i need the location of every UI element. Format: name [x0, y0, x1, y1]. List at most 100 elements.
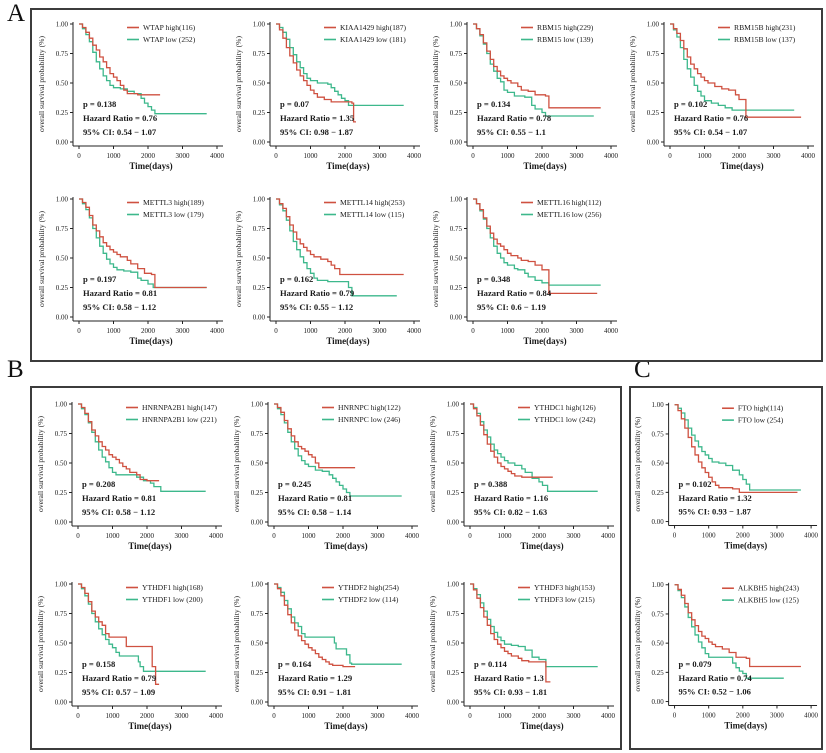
y-axis-label: overall survival probability (%) [37, 210, 46, 306]
stats-line: 95% CI: 0.54 − 1.07 [674, 127, 748, 137]
y-tick-label: 0.75 [647, 50, 660, 58]
panel-c-box: 1.00 0.75 0.50 0.25 0.00 0 1000 2000 3000 4000 Tim… [629, 386, 823, 750]
y-tick-label: 0.50 [55, 254, 68, 262]
y-tick-label: 1.00 [55, 581, 68, 589]
y-axis-label: overall survival probability (%) [633, 596, 642, 691]
x-tick-label: 2000 [535, 152, 550, 160]
legend-entry: YTHDC1 low (242) [534, 415, 596, 424]
x-tick-label: 3000 [372, 327, 387, 335]
survival-curve-high [274, 583, 356, 668]
y-tick-label: 0.75 [450, 50, 463, 58]
x-tick-label: 4000 [407, 327, 422, 335]
x-tick-label: 2000 [338, 327, 353, 335]
km-plot-cell-mettl16: 1.00 0.75 0.50 0.25 0.00 0 1000 2000 3000 4000 Tim… [427, 185, 624, 360]
x-tick-label: 1000 [498, 532, 513, 540]
survival-curve-low [274, 403, 402, 497]
y-tick-label: 0.50 [447, 640, 460, 648]
x-tick-label: 1000 [702, 532, 716, 539]
y-tick-label: 0.00 [253, 138, 266, 146]
legend-entry: YTHDF2 low (114) [338, 595, 399, 604]
legend-entry: ALKBH5 high(243) [738, 584, 800, 593]
y-axis-label: overall survival probability (%) [36, 596, 45, 692]
legend-entry: RBM15B low (137) [734, 35, 796, 44]
y-tick-label: 0.25 [652, 670, 665, 677]
panel-label-c: C [634, 356, 651, 383]
y-tick-label: 0.75 [55, 430, 68, 438]
stats-line: Hazard Ratio = 1.29 [278, 673, 352, 683]
y-tick-label: 0.50 [251, 640, 264, 648]
y-axis-label: overall survival probability (%) [431, 210, 440, 306]
legend-entry: RBM15 high(229) [537, 23, 594, 32]
legend-entry: HNRNPC high(122) [338, 403, 401, 412]
x-axis-label: Time(days) [724, 720, 767, 730]
legend-entry: WTAP high(116) [143, 23, 196, 32]
x-tick-label: 4000 [405, 712, 420, 720]
stats-line: p = 0.102 [674, 99, 707, 109]
legend-entry: YTHDF1 low (200) [142, 595, 203, 604]
km-plot-ythdf1: 1.00 0.75 0.50 0.25 0.00 0 1000 2000 3000 4000 Tim… [36, 581, 224, 732]
y-axis-label: overall survival probability (%) [37, 35, 46, 131]
stats-line: Hazard Ratio = 1.16 [474, 493, 549, 503]
km-plot-cell-ythdf3: 1.00 0.75 0.50 0.25 0.00 0 1000 2000 3000 4000 Tim… [424, 568, 620, 748]
x-axis-label: Time(days) [324, 721, 367, 731]
y-tick-label: 0.25 [55, 284, 68, 292]
y-tick-label: 0.75 [447, 430, 460, 438]
stats-line: p = 0.197 [83, 274, 117, 284]
stats-line: 95% CI: 0.58 − 1.14 [278, 507, 352, 517]
x-tick-label: 2000 [736, 532, 750, 539]
y-tick-label: 0.25 [253, 284, 266, 292]
x-tick-label: 3000 [371, 712, 386, 720]
km-plot-cell-fto: 1.00 0.75 0.50 0.25 0.00 0 1000 2000 3000 4000 Tim… [631, 388, 821, 568]
y-tick-label: 0.00 [55, 699, 68, 707]
stats-line: Hazard Ratio = 0.79 [82, 673, 156, 683]
x-axis-label: Time(days) [721, 161, 764, 171]
y-tick-label: 0.00 [647, 138, 660, 146]
legend-entry: FTO high(114) [738, 404, 784, 413]
stats-line: 95% CI: 0.58 − 1.12 [82, 507, 155, 517]
y-axis-label: overall survival probability (%) [628, 35, 637, 131]
legend-entry: RBM15B high(231) [734, 23, 796, 32]
stats-line: 95% CI: 0.6 − 1.19 [477, 302, 546, 312]
km-plot-cell-ythdc1: 1.00 0.75 0.50 0.25 0.00 0 1000 2000 3000 4000 Tim… [424, 388, 620, 568]
x-axis-label: Time(days) [129, 161, 172, 171]
legend-entry: YTHDF2 high(254) [338, 583, 399, 592]
y-tick-label: 1.00 [253, 195, 266, 203]
x-tick-label: 1000 [498, 712, 513, 720]
survival-curve-high [670, 22, 802, 118]
survival-curve-high [274, 403, 356, 469]
stats-line: 95% CI: 0.52 − 1.06 [679, 687, 751, 697]
x-tick-label: 3000 [770, 532, 784, 539]
x-tick-label: 4000 [604, 152, 619, 160]
y-tick-label: 0.00 [652, 699, 665, 706]
stats-line: p = 0.208 [82, 479, 116, 489]
x-tick-label: 4000 [405, 532, 420, 540]
y-axis-label: overall survival probability (%) [633, 416, 642, 511]
survival-curve-high [470, 403, 553, 478]
km-plot-kiaa1429: 1.00 0.75 0.50 0.25 0.00 0 1000 2000 3000 4000 Tim… [234, 20, 422, 171]
km-plot-mettl14: 1.00 0.75 0.50 0.25 0.00 0 1000 2000 3000 4000 Tim… [234, 195, 422, 346]
stats-line: Hazard Ratio = 1.32 [679, 493, 752, 503]
legend-entry: YTHDF1 high(168) [142, 583, 203, 592]
survival-curve-high [78, 583, 160, 685]
y-tick-label: 0.00 [253, 313, 266, 321]
stats-line: 95% CI: 0.93 − 1.87 [679, 507, 752, 517]
y-tick-label: 0.00 [55, 313, 68, 321]
survival-curve-high [473, 22, 601, 108]
x-tick-label: 1000 [106, 712, 121, 720]
x-tick-label: 4000 [210, 152, 225, 160]
km-plot-mettl16: 1.00 0.75 0.50 0.25 0.00 0 1000 2000 3000 4000 Tim… [431, 195, 619, 346]
survival-curve-high [78, 197, 207, 288]
legend-entry: HNRNPA2B1 low (221) [142, 415, 217, 424]
y-tick-label: 1.00 [251, 401, 264, 409]
legend-entry: RBM15 low (139) [537, 35, 594, 44]
stats-line: p = 0.158 [82, 659, 116, 669]
x-tick-label: 2000 [732, 152, 747, 160]
y-tick-label: 0.50 [450, 79, 463, 87]
y-tick-label: 0.75 [55, 50, 68, 58]
km-plot-cell-rbm15b: 1.00 0.75 0.50 0.25 0.00 0 1000 2000 3000 4000 Tim… [624, 10, 821, 185]
x-tick-label: 4000 [804, 532, 818, 539]
y-tick-label: 0.00 [447, 699, 460, 707]
x-tick-label: 2000 [336, 712, 351, 720]
survival-curve-high [275, 197, 404, 275]
